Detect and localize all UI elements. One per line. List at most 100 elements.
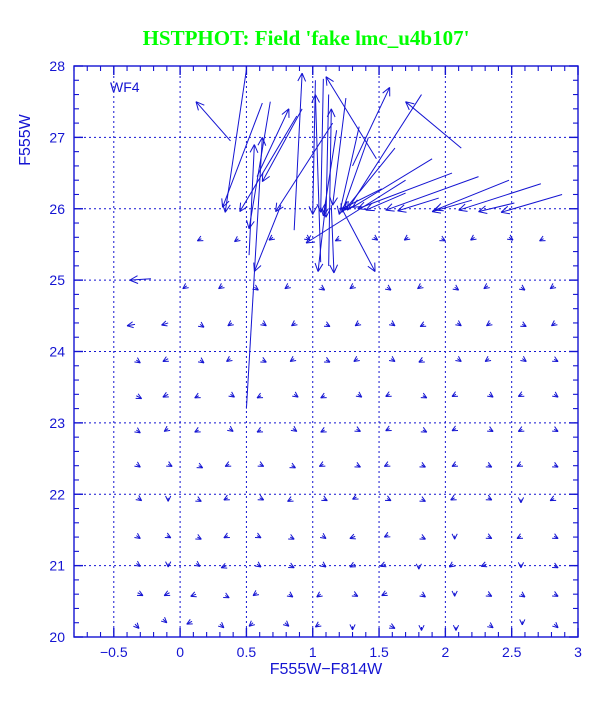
- displacement-vector: [517, 426, 525, 432]
- displacement-vector: [452, 284, 460, 291]
- displacement-vector: [487, 426, 494, 432]
- displacement-vector: [517, 562, 525, 568]
- displacement-vector: [419, 534, 426, 540]
- displacement-vector: [384, 284, 392, 291]
- displacement-vector: [254, 532, 262, 539]
- y-tick-label: 26: [49, 201, 65, 217]
- displacement-vector: [260, 357, 267, 363]
- displacement-vector: [419, 321, 427, 328]
- displacement-vector: [403, 234, 411, 241]
- displacement-vector: [519, 619, 526, 626]
- displacement-vector: [223, 532, 230, 539]
- displacement-vector: [354, 426, 361, 432]
- displacement-vector: [161, 320, 169, 327]
- displacement-vector: [349, 561, 356, 568]
- displacement-vector: [287, 496, 294, 502]
- displacement-vector: [248, 620, 255, 627]
- displacement-vector: [218, 283, 225, 290]
- displacement-vector: [221, 102, 263, 208]
- displacement-vector: [318, 284, 326, 291]
- displacement-vector: [256, 392, 264, 399]
- displacement-vector: [388, 355, 396, 362]
- axis-ticks: [73, 65, 579, 638]
- displacement-vector: [282, 620, 290, 627]
- displacement-vector: [256, 108, 290, 177]
- displacement-vector: [354, 461, 361, 468]
- displacement-vector: [380, 561, 387, 568]
- displacement-vector: [487, 391, 494, 398]
- displacement-vector: [397, 197, 439, 213]
- displacement-vector: [220, 562, 228, 569]
- displacement-vector: [186, 619, 193, 625]
- y-tick-label: 23: [49, 415, 65, 431]
- displacement-vector: [419, 496, 426, 502]
- displacement-vector: [455, 320, 462, 327]
- displacement-vector: [329, 98, 347, 206]
- displacement-vector: [470, 234, 477, 241]
- displacement-vector: [133, 622, 140, 629]
- displacement-vector: [289, 355, 297, 362]
- displacement-vector: [234, 236, 241, 243]
- x-tick-label: 0.5: [237, 644, 257, 660]
- displacement-vector: [507, 234, 514, 241]
- displacement-vector: [223, 494, 230, 501]
- displacement-vector: [549, 283, 557, 290]
- displacement-vector: [196, 462, 204, 469]
- displacement-vector: [351, 591, 359, 597]
- displacement-vector: [325, 76, 377, 160]
- displacement-vector: [248, 144, 259, 256]
- vector-field: [126, 69, 563, 631]
- displacement-vector: [552, 391, 559, 398]
- displacement-vector: [166, 461, 173, 467]
- displacement-vector: [346, 94, 422, 211]
- y-tick-label: 25: [49, 272, 65, 288]
- displacement-vector: [352, 87, 391, 167]
- displacement-vector: [418, 624, 425, 631]
- page-title: HSTPHOT: Field 'fake lmc_u4b107': [142, 26, 470, 50]
- displacement-vector: [194, 392, 201, 399]
- y-tick-label: 27: [49, 129, 65, 145]
- displacement-vector: [293, 72, 307, 231]
- displacement-vector: [308, 80, 318, 215]
- displacement-vector: [257, 461, 265, 467]
- displacement-vector: [355, 391, 363, 398]
- displacement-vector: [326, 108, 336, 266]
- displacement-vector: [320, 392, 327, 399]
- displacement-vector: [341, 208, 376, 272]
- displacement-vector: [286, 591, 294, 598]
- displacement-vector: [388, 623, 396, 629]
- displacement-vector: [217, 621, 225, 629]
- displacement-vector: [451, 425, 459, 432]
- displacement-vector: [239, 115, 298, 213]
- displacement-vector: [480, 561, 488, 568]
- displacement-vector: [182, 283, 189, 290]
- displacement-vector: [164, 532, 172, 539]
- x-tick-label: 1: [309, 644, 317, 660]
- displacement-vector: [197, 357, 205, 364]
- displacement-vector: [135, 393, 143, 400]
- displacement-vector: [252, 590, 260, 597]
- displacement-vector: [381, 590, 388, 597]
- displacement-vector: [194, 560, 201, 567]
- displacement-vector: [162, 356, 169, 362]
- y-tick-label: 24: [49, 344, 65, 360]
- displacement-vector: [357, 172, 453, 211]
- displacement-vector: [222, 69, 247, 213]
- y-tick-label: 28: [49, 58, 65, 74]
- displacement-vector: [289, 462, 296, 469]
- displacement-vector: [405, 101, 462, 149]
- displacement-vector: [163, 590, 171, 597]
- displacement-vector: [419, 591, 426, 598]
- displacement-vector: [195, 101, 231, 142]
- displacement-vector: [190, 591, 197, 598]
- displacement-vector: [256, 427, 264, 433]
- displacement-vector: [134, 427, 141, 434]
- displacement-vector: [458, 183, 542, 212]
- displacement-vector: [194, 427, 201, 433]
- displacement-vector: [261, 108, 303, 183]
- displacement-vector: [353, 355, 360, 362]
- x-tick-label: 3: [574, 644, 582, 660]
- displacement-vector: [197, 321, 205, 328]
- displacement-vector: [195, 496, 202, 502]
